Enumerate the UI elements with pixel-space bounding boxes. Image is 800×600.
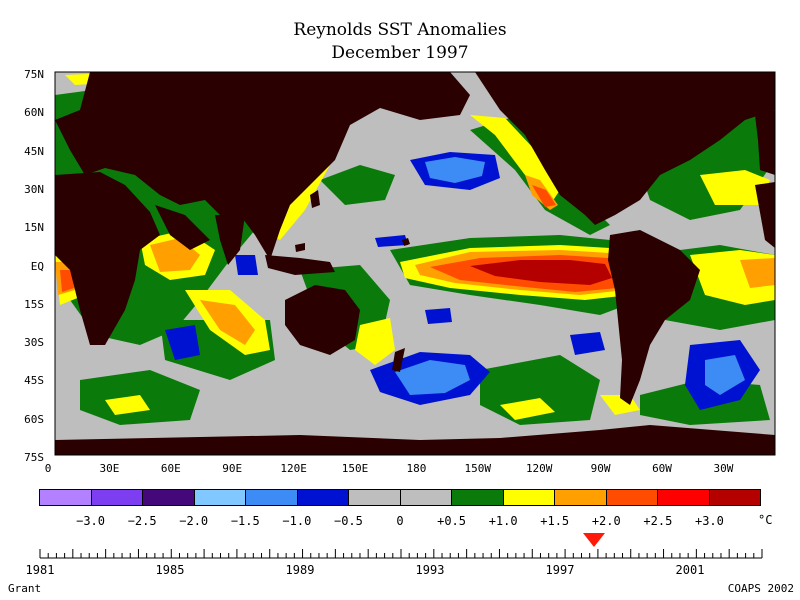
color-scale-swatch [709,490,761,505]
land-australia [285,285,360,355]
color-scale-label: −1.0 [282,514,312,528]
color-scale-swatch [452,490,504,505]
longitude-label: 120W [525,462,553,475]
land-eurasia [55,72,470,260]
latitude-label: 15S [24,297,44,311]
land-arabia [155,205,210,250]
current-date-marker[interactable] [583,533,605,547]
latitude-label: 75S [24,451,44,464]
color-scale-unit: °C [758,513,773,527]
longitude-label: 90E [222,462,243,475]
map-frame [54,71,776,456]
color-scale-swatch [349,490,401,505]
color-scale-label: −2.5 [127,514,157,528]
color-scale-label: −1.5 [230,514,260,528]
color-scale-swatch [297,490,349,505]
longitude-label: 30E [99,462,120,475]
anomaly-darkred-areas [470,260,612,285]
timeline-year-label: 1985 [155,563,185,577]
timeline-year-label: 1989 [285,563,315,577]
color-scale-swatch [400,490,452,505]
color-scale-swatch [658,490,710,505]
longitude-label: 150W [464,462,492,475]
longitude-label: 120E [280,462,307,475]
map-subtitle: December 1997 [331,43,469,63]
latitude-label: 15N [24,221,44,235]
color-scale-swatch [555,490,607,505]
land-new-zealand [392,348,405,372]
color-scale-label: +1.0 [488,514,518,528]
color-scale-swatch [503,490,555,505]
longitude-label: 0 [44,462,52,475]
land-north-america [475,72,775,225]
author-label: Grant [8,582,42,595]
color-scale-swatch [143,490,195,505]
timeline-year-label: 2001 [675,563,705,577]
land-masses [55,72,775,455]
latitude-label: 60S [24,412,44,426]
land-indonesia [265,255,335,275]
color-scale-swatch [39,490,92,505]
latitude-label: 60N [24,106,44,120]
color-scale-swatch [246,490,298,505]
longitude-label: 150E [341,462,369,475]
credit-label: COAPS 2002 [727,582,794,595]
color-scale-swatch [91,490,143,505]
land-india [215,215,245,265]
longitude-label: 180 [406,462,427,475]
color-scale-label: +2.0 [591,514,621,528]
land-africa [55,172,160,345]
timeline-axis [39,549,763,559]
land-africa-west [755,182,775,248]
timeline-year-label: 1997 [545,563,575,577]
latitude-label: 45N [24,144,44,158]
land-europe-west [755,110,775,175]
longitude-label: 60W [652,462,672,475]
longitude-label: 30W [713,462,734,475]
color-scale-bar [39,489,761,506]
longitude-label: 60E [160,462,181,475]
timeline-year-label: 1981 [25,563,55,577]
latitude-label: 45S [24,374,44,388]
color-scale-label: −0.5 [333,514,363,528]
color-scale-swatch [606,490,658,505]
color-scale-label: 0 [396,514,404,528]
color-scale-label: −3.0 [76,514,106,528]
land-greenland [690,72,765,100]
latitude-label: EQ [30,259,44,273]
color-scale-label: +0.5 [437,514,467,528]
latitude-label: 75N [24,68,44,81]
land-south-america [608,230,700,405]
timeline-year-label: 1993 [415,563,445,577]
color-scale-label: +3.0 [694,514,724,528]
color-scale-label: −2.0 [179,514,209,528]
land-antarctica [55,425,775,455]
color-scale-swatch [194,490,246,505]
color-scale-label: +1.5 [540,514,570,528]
color-scale-label: +2.5 [643,514,673,528]
map-title: Reynolds SST Anomalies [293,20,507,40]
longitude-label: 90W [590,462,611,475]
latitude-label: 30S [24,336,44,350]
latitude-label: 30N [24,182,44,196]
